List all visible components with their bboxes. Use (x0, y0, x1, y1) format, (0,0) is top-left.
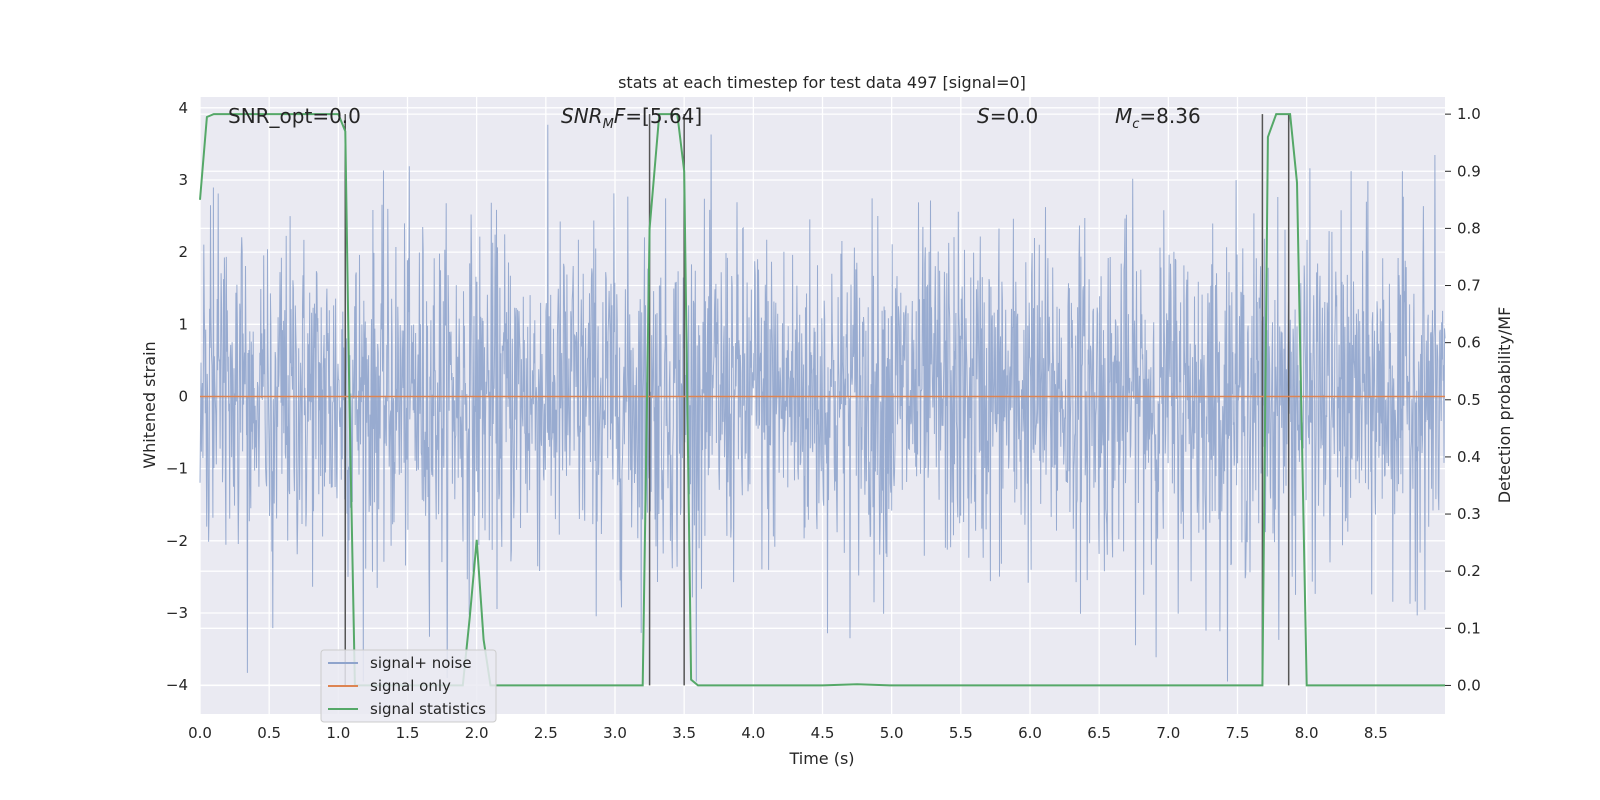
y-left-tick-label: 0 (178, 387, 188, 405)
x-tick-label: 7.0 (1156, 724, 1180, 742)
series-line-signal-noise (199, 124, 1446, 682)
x-tick-label: 8.0 (1295, 724, 1319, 742)
legend: signal+ noise signal only signal statist… (320, 649, 497, 723)
y-right-tick-label: 0.3 (1457, 505, 1481, 523)
x-tick-label: 3.5 (672, 724, 696, 742)
y-left-tick-label: 4 (178, 99, 188, 117)
annotation-snr-opt: SNR_opt=0.0 (228, 104, 361, 128)
annotation-s: S=0.0 (977, 104, 1038, 128)
x-tick-label: 1.5 (396, 724, 420, 742)
legend-label-statistics: signal statistics (370, 700, 486, 718)
y-left-tick-label: −4 (166, 676, 188, 694)
y-axis-label-left: Whitened strain (140, 341, 159, 468)
legend-box (320, 649, 497, 723)
x-tick-label: 2.5 (534, 724, 558, 742)
x-tick-label: 0.5 (257, 724, 281, 742)
y-left-tick-label: −1 (166, 460, 188, 478)
x-tick-label: 6.0 (1018, 724, 1042, 742)
y-left-tick-label: 1 (178, 315, 188, 333)
y-right-tick-label: 0.6 (1457, 334, 1481, 352)
y-left-tick-label: 3 (178, 171, 188, 189)
y-left-tick-label: 2 (178, 243, 188, 261)
x-tick-label: 4.5 (811, 724, 835, 742)
y-right-tick-label: 0.1 (1457, 619, 1481, 637)
x-tick-label: 5.0 (880, 724, 904, 742)
y-right-tick-label: 0.8 (1457, 219, 1481, 237)
x-axis-label: Time (s) (788, 749, 854, 768)
legend-label-signal: signal only (370, 677, 451, 695)
noise-series (199, 124, 1446, 682)
series-lines (199, 113, 1445, 687)
y-right-tick-labels: 1.0 0.9 0.8 0.7 0.6 0.5 0.4 0.3 0.2 0.1 0.0 (1445, 105, 1481, 694)
y-axis-label-right: Detection probability/MF (1495, 307, 1514, 504)
x-tick-label: 6.5 (1087, 724, 1111, 742)
x-tick-label: 3.0 (603, 724, 627, 742)
x-tick-label: 0.0 (188, 724, 212, 742)
series-line-signal-statistics (199, 113, 1445, 687)
x-tick-label: 1.0 (326, 724, 350, 742)
legend-label-noise: signal+ noise (370, 654, 472, 672)
y-left-tick-label: −3 (166, 604, 188, 622)
y-right-tick-label: 0.2 (1457, 562, 1481, 580)
y-right-tick-label: 0.9 (1457, 162, 1481, 180)
y-right-tick-label: 0.4 (1457, 448, 1481, 466)
y-right-tick-label: 1.0 (1457, 105, 1481, 123)
x-tick-label: 8.5 (1364, 724, 1388, 742)
y-right-tick-label: 0.7 (1457, 277, 1481, 295)
x-tick-label: 4.0 (741, 724, 765, 742)
y-right-tick-label: 0.5 (1457, 391, 1481, 409)
annotation-snr-mf: SNRMF=[5.64] (561, 104, 702, 132)
x-tick-label: 5.5 (949, 724, 973, 742)
x-tick-label: 2.0 (465, 724, 489, 742)
y-left-tick-labels: 4 3 2 1 0 −1 −2 −3 −4 (166, 99, 188, 694)
y-right-tick-label: 0.0 (1457, 676, 1481, 694)
annotation-mc: Mc=8.36 (1115, 104, 1201, 132)
y-left-tick-label: −2 (166, 532, 188, 550)
x-tick-label: 7.5 (1226, 724, 1250, 742)
x-tick-labels: 0.0 0.5 1.0 1.5 2.0 2.5 3.0 3.5 4.0 4.5 5.0 5.5 6.0 6… (188, 724, 1388, 742)
chart-title: stats at each timestep for test data 497… (618, 73, 1026, 92)
